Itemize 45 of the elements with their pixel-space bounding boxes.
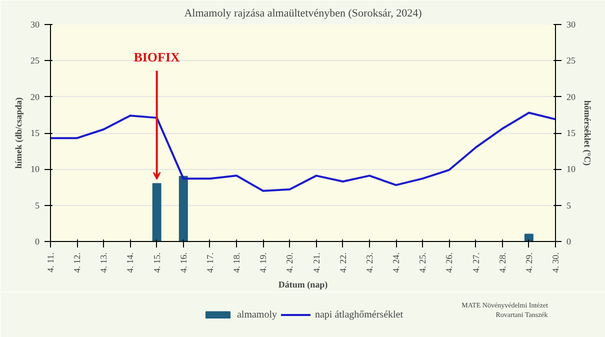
x-tick-label: 4. 28. [497, 252, 508, 273]
x-tick-label: 4. 15. [152, 252, 162, 273]
x-tick-label: 4. 12. [72, 252, 82, 273]
y2-tick-label: 0 [566, 236, 572, 246]
x-tick-label: 4. 11. [46, 252, 56, 272]
x-tick-label: 4. 18. [232, 252, 242, 273]
y2-tick-label: 30 [566, 20, 576, 30]
y-tick-label: 20 [30, 92, 40, 102]
y2-tick-label: 5 [566, 200, 572, 210]
x-tick-label: 4. 26. [444, 252, 454, 273]
legend-label: almamoly [236, 309, 277, 320]
x-tick-label: 4. 25. [418, 252, 428, 273]
y2-tick-label: 10 [566, 164, 576, 174]
y2-tick-label: 25 [566, 56, 576, 66]
bar [178, 176, 188, 242]
y-tick-label: 25 [30, 56, 40, 66]
x-tick-label: 4. 13. [98, 252, 109, 273]
chart-title: Almamoly rajzása almaültetvényben (Soroksár, 2024) [184, 8, 422, 20]
bar [524, 234, 534, 242]
x-tick-label: 4. 17. [204, 252, 215, 273]
x-tick-label: 4. 27. [470, 252, 481, 273]
x-tick-label: 4. 22. [338, 252, 348, 273]
x-tick-label: 4. 24. [391, 252, 402, 273]
x-tick-label: 4. 29. [524, 252, 534, 273]
x-axis-title: Dátum (nap) [278, 280, 328, 290]
x-tick-label: 4. 14. [125, 252, 136, 273]
y2-tick-label: 15 [566, 128, 576, 138]
y2-axis-title: hőmérséklet (°C) [582, 100, 592, 166]
x-tick-label: 4. 20. [284, 252, 295, 273]
y-tick-label: 10 [30, 164, 40, 174]
legend-label: napi átlaghőmérséklet [314, 309, 404, 320]
bar [152, 183, 162, 242]
x-tick-label: 4. 23. [364, 252, 374, 273]
x-tick-label: 4. 16. [178, 252, 188, 273]
y-tick-label: 0 [35, 236, 40, 246]
x-tick-label: 4. 30. [550, 252, 560, 273]
annotation: BIOFIX [134, 49, 181, 64]
y-tick-label: 30 [30, 20, 40, 30]
x-tick-label: 4. 19. [258, 252, 268, 273]
y-axis-title: hímek (db/csapda) [14, 97, 24, 169]
line-series [50, 112, 556, 192]
x-tick-label: 4. 21. [311, 252, 322, 273]
y-tick-label: 5 [35, 200, 40, 210]
y-tick-label: 15 [30, 128, 40, 138]
y2-tick-label: 20 [566, 92, 576, 102]
